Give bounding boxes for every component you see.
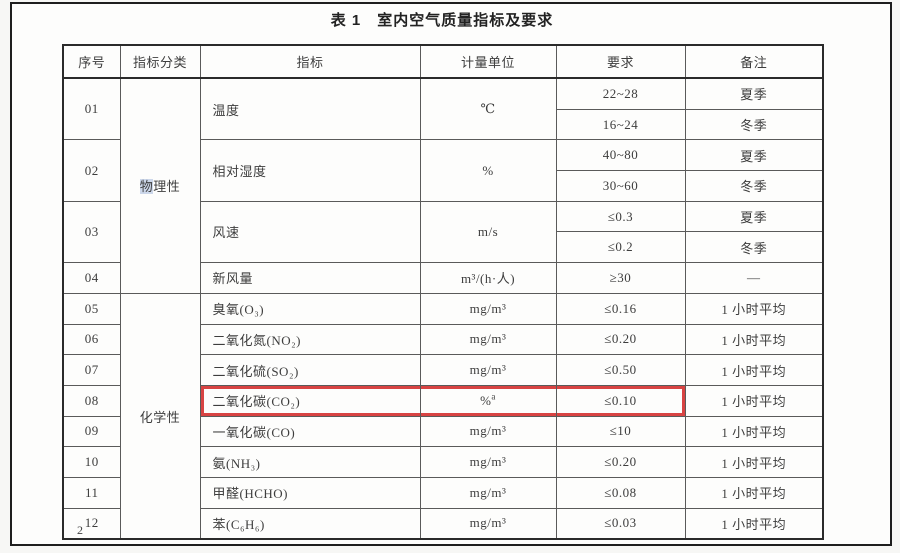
cell-note: 1 小时平均 — [684, 323, 824, 356]
cell-indicator: 风速 — [199, 200, 421, 264]
cell-note: 冬季 — [684, 108, 824, 141]
unit-footnote-marker: a — [491, 391, 496, 402]
table-row: 07 二氧化硫(SO₂) mg/m³ ≤0.50 1 小时平均 — [62, 354, 824, 386]
highlighted-requirement-cell: ≤0.10 — [555, 384, 686, 417]
cell-unit: mg/m³ — [419, 415, 557, 448]
cell-indicator: 臭氧(O₃) — [199, 292, 421, 325]
cell-unit: m³/(h·人) — [419, 262, 557, 294]
cell-requirement: ≤0.20 — [555, 323, 686, 356]
cell-indicator: 一氧化碳(CO) — [199, 415, 421, 448]
cell-note: 1 小时平均 — [684, 292, 824, 325]
cell-indicator: 新风量 — [199, 262, 421, 294]
cell-indicator: 氨(NH₃) — [199, 446, 421, 478]
header-row: 序号 指标分类 指标 计量单位 要求 备注 — [62, 44, 824, 79]
cell-no: 03 — [62, 200, 121, 264]
cell-no: 10 — [62, 446, 121, 478]
header-indicator: 指标 — [199, 44, 421, 79]
cell-category-physical: 物理性 — [119, 77, 201, 294]
cell-no: 09 — [62, 415, 121, 448]
table-row: 05 化学性 臭氧(O₃) mg/m³ ≤0.16 1 小时平均 — [62, 292, 824, 540]
cell-indicator: 温度 — [199, 77, 421, 141]
cell-requirement: ≤0.20 — [555, 446, 686, 478]
cell-no: 04 — [62, 262, 121, 294]
cell-requirement: ≤10 — [555, 415, 686, 448]
table-row: 06 二氧化氮(NO₂) mg/m³ ≤0.20 1 小时平均 — [62, 323, 824, 356]
table-row-highlighted: 08 二氧化碳(CO₂) %a ≤0.10 1 小时平均 — [62, 384, 824, 417]
table-row: 09 一氧化碳(CO) mg/m³ ≤10 1 小时平均 — [62, 415, 824, 448]
air-quality-table: 序号 指标分类 指标 计量单位 要求 备注 01 物理性 温度 ℃ 22~28 … — [62, 44, 824, 541]
cell-requirement: 40~80 — [555, 139, 686, 172]
table-row: 11 甲醛(HCHO) mg/m³ ≤0.08 1 小时平均 — [62, 476, 824, 509]
cell-unit: ℃ — [419, 77, 557, 141]
cell-no: 12 — [62, 507, 121, 540]
cell-unit: mg/m³ — [419, 323, 557, 356]
table-row: 03 风速 m/s ≤0.3 夏季 — [62, 200, 824, 264]
cell-requirement: ≤0.16 — [555, 292, 686, 325]
cell-indicator: 二氧化氮(NO₂) — [199, 323, 421, 356]
header-note: 备注 — [684, 44, 824, 79]
page-number: 2 — [77, 523, 83, 537]
cell-no: 01 — [62, 77, 121, 141]
cell-unit: m/s — [419, 200, 557, 264]
cell-note: 夏季 — [684, 200, 824, 233]
cell-requirement: 22~28 — [555, 77, 686, 110]
cell-note: 1 小时平均 — [684, 354, 824, 386]
table-row: 10 氨(NH₃) mg/m³ ≤0.20 1 小时平均 — [62, 446, 824, 478]
table-row: 02 相对湿度 % 40~80 夏季 — [62, 139, 824, 202]
cell-requirement: ≤0.3 — [555, 200, 686, 233]
cell-unit: mg/m³ — [419, 507, 557, 540]
cell-no: 05 — [62, 292, 121, 325]
header-category: 指标分类 — [119, 44, 201, 79]
cell-requirement: ≤0.08 — [555, 476, 686, 509]
cell-no: 02 — [62, 139, 121, 202]
cell-note: 冬季 — [684, 170, 824, 202]
cell-requirement: ≥30 — [555, 262, 686, 294]
table-title: 表 1 室内空气质量指标及要求 — [330, 12, 554, 29]
highlighted-indicator-cell: 二氧化碳(CO₂) — [199, 384, 421, 417]
cell-requirement: 30~60 — [555, 170, 686, 202]
header-unit: 计量单位 — [419, 44, 557, 79]
cell-category-chemical: 化学性 — [119, 292, 201, 540]
table-row: ≤0.2 冬季 — [63, 231, 824, 264]
cell-no: 07 — [62, 354, 121, 386]
cell-note: 1 小时平均 — [684, 476, 824, 509]
table-row: 12 苯(C₆H₆) mg/m³ ≤0.03 1 小时平均 — [62, 507, 824, 540]
cell-unit: % — [419, 139, 557, 202]
cell-note: 1 小时平均 — [684, 446, 824, 478]
table-row: 04 新风量 m³/(h·人) ≥30 — — [62, 262, 824, 294]
header-requirement: 要求 — [555, 44, 686, 79]
cell-no: 06 — [62, 323, 121, 356]
cell-unit: mg/m³ — [419, 354, 557, 386]
cell-requirement: ≤0.03 — [555, 507, 686, 540]
cell-requirement: ≤0.50 — [555, 354, 686, 386]
cell-indicator: 甲醛(HCHO) — [199, 476, 421, 509]
cell-unit: mg/m³ — [419, 476, 557, 509]
category-label: 化学性 — [139, 409, 181, 425]
header-no: 序号 — [62, 44, 121, 79]
cell-no: 11 — [62, 476, 121, 509]
table-row: 30~60 冬季 — [63, 170, 824, 202]
cell-no: 08 — [62, 384, 121, 417]
cell-requirement: ≤0.2 — [555, 231, 686, 264]
scanned-document-page: 表 1 室内空气质量指标及要求 序号 指标分类 指标 计量单位 要求 备注 01… — [10, 2, 892, 546]
cell-note: 冬季 — [684, 231, 824, 264]
unit-value: % — [480, 392, 492, 408]
cell-note: 夏季 — [684, 139, 824, 172]
table-row: 01 物理性 温度 ℃ 22~28 夏季 — [62, 77, 824, 294]
cell-indicator: 相对湿度 — [199, 139, 421, 202]
cell-note: 夏季 — [684, 77, 824, 110]
cell-indicator: 苯(C₆H₆) — [199, 507, 421, 540]
cell-note: — — [684, 262, 824, 294]
cell-note: 1 小时平均 — [684, 507, 824, 540]
category-label: 物理性 — [139, 179, 181, 195]
cell-unit: mg/m³ — [419, 292, 557, 325]
cell-unit: mg/m³ — [419, 446, 557, 478]
cell-note: 1 小时平均 — [684, 384, 824, 417]
table-row: 16~24 冬季 — [63, 108, 824, 141]
cell-indicator: 二氧化硫(SO₂) — [199, 354, 421, 386]
highlighted-unit-cell: %a — [419, 384, 557, 417]
cell-note: 1 小时平均 — [684, 415, 824, 448]
cell-requirement: 16~24 — [555, 108, 686, 141]
